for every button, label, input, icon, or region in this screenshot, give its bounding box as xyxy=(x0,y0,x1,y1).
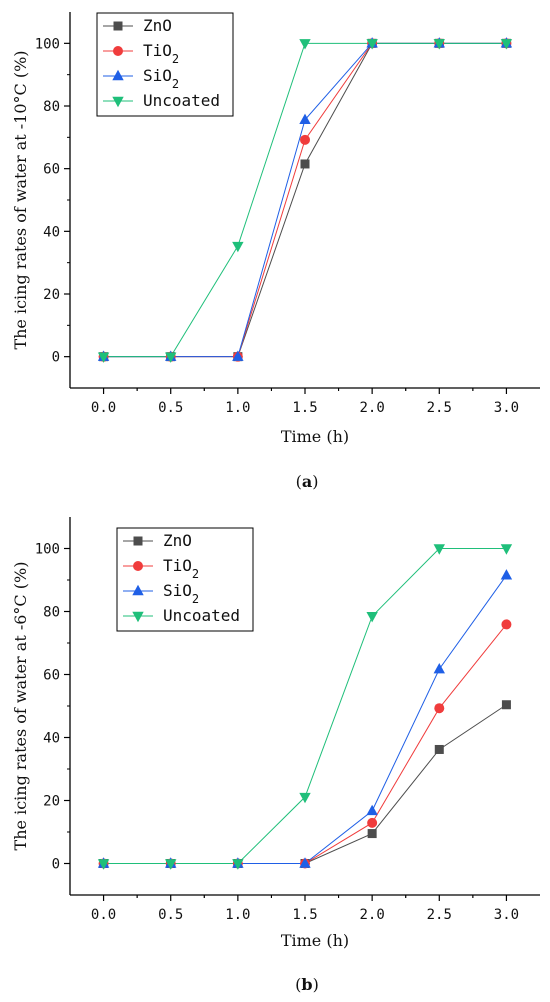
legend-item-zno: ZnO xyxy=(103,16,172,35)
y-tick-label: 40 xyxy=(43,224,60,240)
legend-marker xyxy=(132,584,144,596)
y-tick-label: 0 xyxy=(52,857,60,873)
data-point xyxy=(366,612,378,623)
y-tick-label: 20 xyxy=(43,794,60,810)
legend-label: ZnO xyxy=(143,16,172,35)
chart-panel-b: 0 20 40 60 80 100 0.0 0.5 1.0 1.5 2.0 2.5 3.0 Time (h… xyxy=(11,517,540,994)
legend-label: Uncoated xyxy=(143,91,220,110)
y-tick-label: 100 xyxy=(35,36,60,52)
data-point xyxy=(232,241,244,253)
data-point xyxy=(97,352,110,363)
legend-item-sio2: SiO2 xyxy=(123,581,199,606)
data-point xyxy=(501,619,512,630)
legend-label: ZnO xyxy=(163,531,192,550)
data-point xyxy=(500,544,513,555)
data-point xyxy=(366,39,378,50)
x-tick-label: 2.0 xyxy=(359,400,384,416)
legend-item-uncoated: Uncoated xyxy=(123,606,240,625)
x-tick-label: 2.0 xyxy=(359,907,384,923)
legend-marker xyxy=(112,69,124,81)
y-tick-label: 60 xyxy=(43,668,60,684)
data-point xyxy=(367,817,378,828)
legend-label: TiO2 xyxy=(163,556,199,581)
legend-marker xyxy=(113,21,123,31)
chart-panel-a: 0 20 40 60 80 100 0.0 0.5 1.0 1.5 2.0 2.5 3.0 Time (h… xyxy=(11,12,540,491)
x-tick-label: 1.5 xyxy=(292,400,317,416)
y-tick-label: 80 xyxy=(43,605,60,621)
y-tick-label: 80 xyxy=(43,99,60,115)
series-points-zno xyxy=(99,700,511,868)
data-point xyxy=(434,744,444,754)
series-points-uncoated xyxy=(97,544,513,870)
series-points-uncoated xyxy=(97,39,513,363)
y-tick-label: 40 xyxy=(43,731,60,747)
legend-marker xyxy=(133,536,143,546)
x-tick-label: 0.5 xyxy=(158,907,183,923)
y-axis-title: The icing rates of water at -6°C (%) xyxy=(11,562,30,851)
x-tick-label: 0.0 xyxy=(91,400,116,416)
x-axis-title: Time (h) xyxy=(281,931,349,950)
data-point xyxy=(299,857,311,868)
data-point xyxy=(232,859,244,870)
x-axis-title: Time (h) xyxy=(281,427,349,446)
data-point xyxy=(500,569,513,580)
data-point xyxy=(366,804,378,816)
y-tick-label: 100 xyxy=(35,542,60,558)
data-point xyxy=(367,829,377,839)
legend-label: Uncoated xyxy=(163,606,240,625)
data-point xyxy=(232,350,244,361)
y-axis-title: The icing rates of water at -10°C (%) xyxy=(11,50,30,349)
legend-item-uncoated: Uncoated xyxy=(103,91,220,110)
data-point xyxy=(500,39,513,50)
legend-marker xyxy=(113,46,123,56)
data-point xyxy=(165,859,177,870)
x-tick-label: 3.0 xyxy=(494,907,519,923)
data-point xyxy=(300,134,310,145)
data-point xyxy=(433,39,445,50)
x-tick-label: 0.5 xyxy=(158,400,183,416)
y-tick-label: 0 xyxy=(52,350,60,366)
data-point xyxy=(97,859,110,870)
legend-item-tio2: TiO2 xyxy=(103,41,179,66)
data-point xyxy=(433,662,445,674)
legend-marker xyxy=(133,561,143,571)
x-tick-label: 0.0 xyxy=(91,907,116,923)
series-line-zno xyxy=(103,704,507,864)
x-tick-label: 1.0 xyxy=(225,907,250,923)
legend-label: TiO2 xyxy=(143,41,179,66)
x-tick-label: 2.5 xyxy=(427,400,452,416)
panel-label: (b) xyxy=(295,975,319,994)
y-tick-label: 60 xyxy=(43,162,60,178)
y-tick-label: 20 xyxy=(43,287,60,303)
legend-label: SiO2 xyxy=(143,66,179,91)
data-point xyxy=(299,113,311,124)
x-tick-label: 1.0 xyxy=(225,400,250,416)
panel-label: (a) xyxy=(296,472,319,491)
data-point xyxy=(433,544,445,555)
data-point xyxy=(300,159,310,169)
data-point xyxy=(299,792,311,804)
data-point xyxy=(299,39,311,50)
x-tick-label: 3.0 xyxy=(494,400,519,416)
legend-marker xyxy=(112,96,124,108)
legend-item-sio2: SiO2 xyxy=(103,66,179,91)
legend-marker xyxy=(132,611,144,623)
legend-item-tio2: TiO2 xyxy=(123,556,199,581)
series-points-tio2 xyxy=(98,619,512,869)
data-point xyxy=(501,700,511,710)
x-tick-label: 1.5 xyxy=(292,907,317,923)
legend-label: SiO2 xyxy=(163,581,199,606)
data-point xyxy=(434,703,445,714)
x-tick-label: 2.5 xyxy=(427,907,452,923)
data-point xyxy=(165,352,177,363)
legend-item-zno: ZnO xyxy=(123,531,192,550)
